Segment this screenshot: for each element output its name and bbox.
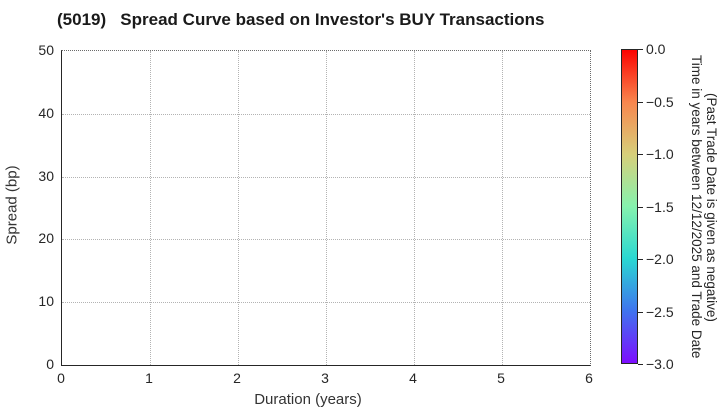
colorbar-tick-mark [638,364,643,365]
colorbar-tick-mark [638,206,643,208]
x-tick-label: 1 [145,370,153,386]
y-tick-label: 20 [38,230,54,247]
colorbar-tick-label: −1.5 [646,198,674,215]
x-axis-label: Duration (years) [254,391,362,408]
colorbar-label: Time in years between 12/12/2025 and Tra… [689,42,719,372]
x-tick-label: 6 [585,370,593,386]
y-tick-label: 10 [38,293,54,310]
x-tick-label: 2 [233,370,241,386]
y-tick-label: 0 [46,356,54,372]
colorbar-tick-label: −0.5 [646,93,674,110]
colorbar-tick-mark [638,259,643,260]
chart-title: (5019) Spread Curve based on Investor's … [57,10,545,29]
colorbar-tick-mark [638,154,643,155]
x-tick-label: 5 [497,370,505,386]
v-gridline [150,51,151,365]
v-gridline [414,51,415,365]
plot-area [61,50,591,366]
x-tick-label: 0 [57,370,65,386]
colorbar-label-line1: Time in years between 12/12/2025 and Tra… [689,55,704,359]
colorbar-tick-label: −2.0 [646,251,674,267]
x-tick-label: 3 [321,370,329,386]
colorbar-tick-mark [638,311,643,313]
v-gridline [502,51,503,365]
y-tick-label: 30 [38,167,54,184]
colorbar-tick-mark [638,49,643,50]
colorbar-tick-label: −2.5 [646,303,674,320]
y-tick-label: 50 [38,42,54,58]
x-tick-label: 4 [409,370,417,386]
colorbar-tick-label: −1.0 [646,146,674,162]
colorbar-gradient [621,49,638,364]
colorbar-tick-label: 0.0 [646,41,666,57]
colorbar-tick-mark [638,101,643,103]
colorbar-label-line2: (Past Trade Date is given as negative) [704,92,719,322]
v-gridline [238,51,239,365]
colorbar-tick-label: −3.0 [646,356,674,372]
y-tick-label: 40 [38,104,54,121]
v-gridline [326,51,327,365]
